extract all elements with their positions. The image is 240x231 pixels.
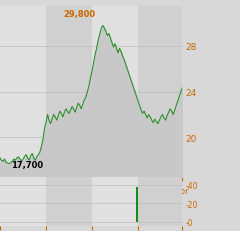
Bar: [92, 7, 138, 178]
Bar: [92, 178, 138, 226]
Bar: [138, 7, 184, 178]
Bar: [0, 7, 46, 178]
Bar: [46, 7, 92, 178]
Bar: [138, 178, 184, 226]
Bar: [46, 178, 92, 226]
Bar: [136, 187, 138, 222]
Text: 17,700: 17,700: [11, 160, 43, 169]
Bar: [0, 178, 46, 226]
Text: 29,800: 29,800: [63, 10, 95, 19]
